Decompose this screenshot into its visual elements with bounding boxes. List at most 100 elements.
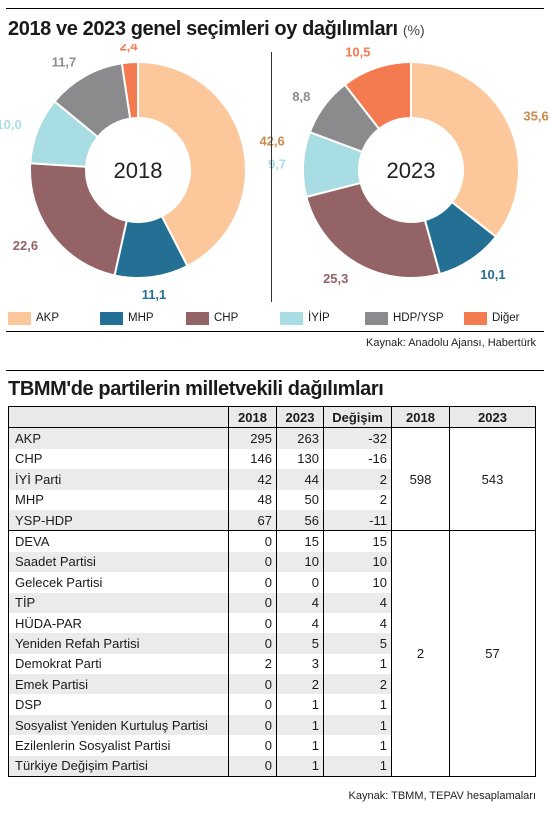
table-source: Kaynak: TBMM, TEPAV hesaplamaları bbox=[348, 790, 536, 802]
table-row: Saadet Partisi 0 10 10 bbox=[8, 551, 536, 573]
header-change: Değişim bbox=[323, 405, 392, 429]
legend-item-1: MHP bbox=[100, 310, 154, 326]
table-row: TİP 0 4 4 bbox=[8, 592, 536, 613]
table-row: İYİ Parti 42 44 2 bbox=[8, 469, 536, 490]
pie-slice-2018-0 bbox=[137, 60, 247, 268]
cell-change: 2 bbox=[323, 674, 392, 695]
cell-change: 1 bbox=[323, 735, 392, 756]
table-header-row: 2018 2023 Değişim 2018 2023 bbox=[8, 405, 536, 429]
legend-swatch bbox=[464, 311, 487, 325]
pie-source: Kaynak: Anadolu Ajansı, Habertürk bbox=[366, 337, 536, 349]
cell-y2018: 48 bbox=[228, 489, 277, 510]
cell-change: 2 bbox=[323, 489, 392, 510]
pie-section-unit: (%) bbox=[402, 22, 425, 38]
cell-y2018: 0 bbox=[228, 551, 277, 573]
cell-y2023: 130 bbox=[276, 448, 324, 470]
cell-party: Yeniden Refah Partisi bbox=[8, 633, 229, 654]
cell-y2018: 0 bbox=[228, 755, 277, 778]
cell-change: 1 bbox=[323, 653, 392, 675]
seat-table: 2018 2023 Değişim 2018 2023 AKP 295 263 -32… bbox=[8, 405, 536, 778]
cell-change: -32 bbox=[323, 427, 392, 449]
cell-change: 2 bbox=[323, 469, 392, 490]
cell-y2018: 0 bbox=[228, 572, 277, 593]
pie-slice-2023-0 bbox=[410, 60, 520, 239]
cell-y2018: 0 bbox=[228, 694, 277, 715]
group-total-y2023_total: 543 bbox=[449, 427, 536, 532]
table-row: DEVA 0 15 15 2 57 bbox=[8, 530, 536, 778]
cell-y2023: 4 bbox=[276, 612, 324, 634]
legend-item-5: Diğer bbox=[464, 310, 519, 326]
pie-center-label-1: 2023 bbox=[387, 158, 436, 183]
legend-swatch bbox=[8, 311, 31, 325]
cell-y2023: 3 bbox=[276, 653, 324, 675]
cell-party: YSP-HDP bbox=[8, 509, 229, 532]
pie-value-label-2023-5: 10,5 bbox=[345, 45, 370, 60]
table-row: Gelecek Partisi 0 0 10 bbox=[8, 572, 536, 593]
table-row: Ezilenlerin Sosyalist Partisi 0 1 1 bbox=[8, 735, 536, 756]
table-row: Emek Partisi 0 2 2 bbox=[8, 674, 536, 695]
table-row: Türkiye Değişim Partisi 0 1 1 bbox=[8, 755, 536, 778]
cell-change: -11 bbox=[323, 509, 392, 532]
table-top-rule bbox=[6, 370, 544, 371]
pie-value-label-2023-4: 8,8 bbox=[292, 89, 310, 104]
cell-change: 4 bbox=[323, 592, 392, 613]
table-row: HÜDA-PAR 0 4 4 bbox=[8, 612, 536, 634]
cell-y2023: 5 bbox=[276, 633, 324, 654]
cell-change: 1 bbox=[323, 694, 392, 715]
cell-party: Emek Partisi bbox=[8, 674, 229, 695]
cell-party: DEVA bbox=[8, 530, 229, 552]
cell-change: 15 bbox=[323, 530, 392, 552]
pie-value-label-2023-0: 35,6 bbox=[523, 108, 548, 123]
legend-swatch bbox=[186, 311, 209, 325]
header-group-2018: 2018 bbox=[391, 405, 450, 429]
legend-swatch bbox=[365, 311, 388, 325]
header-party bbox=[8, 405, 229, 429]
cell-party: AKP bbox=[8, 427, 229, 449]
legend-item-2: CHP bbox=[186, 310, 238, 326]
legend-label: MHP bbox=[128, 312, 154, 324]
pie-value-label-2018-5: 2,4 bbox=[120, 44, 139, 53]
pie-section-title: 2018 ve 2023 genel seçimleri oy dağılıml… bbox=[8, 18, 425, 40]
pie-value-label-2023-2: 25,3 bbox=[323, 271, 348, 286]
cell-change: 1 bbox=[323, 755, 392, 778]
legend-label: İYİP bbox=[308, 312, 330, 324]
cell-change: 10 bbox=[323, 551, 392, 573]
cell-y2023: 1 bbox=[276, 694, 324, 715]
cell-party: Sosyalist Yeniden Kurtuluş Partisi bbox=[8, 714, 229, 736]
header-2018: 2018 bbox=[228, 405, 277, 429]
legend-label: CHP bbox=[214, 312, 239, 324]
cell-y2023: 1 bbox=[276, 735, 324, 756]
legend-item-0: AKP bbox=[8, 310, 59, 326]
cell-y2023: 2 bbox=[276, 674, 324, 695]
cell-y2018: 0 bbox=[228, 714, 277, 736]
cell-y2018: 0 bbox=[228, 530, 277, 552]
pie-value-label-2018-4: 11,7 bbox=[52, 54, 77, 69]
header-group-2023: 2023 bbox=[449, 405, 536, 429]
table-row: AKP 295 263 -32 598 543 bbox=[8, 427, 536, 532]
pie-value-label-2018-3: 10,0 bbox=[0, 117, 22, 132]
pie-divider bbox=[271, 52, 272, 302]
cell-change: 5 bbox=[323, 633, 392, 654]
top-rule bbox=[6, 8, 544, 9]
cell-y2023: 10 bbox=[276, 551, 324, 573]
cell-party: İYİ Parti bbox=[8, 469, 229, 490]
legend-swatch bbox=[100, 311, 123, 325]
table-row: CHP 146 130 -16 bbox=[8, 448, 536, 470]
cell-party: Türkiye Değişim Partisi bbox=[8, 755, 229, 778]
legend-label: Diğer bbox=[492, 312, 520, 324]
table-row: Yeniden Refah Partisi 0 5 5 bbox=[8, 633, 536, 654]
pie-value-label-2018-2: 22,6 bbox=[13, 238, 38, 253]
table-row: Sosyalist Yeniden Kurtuluş Partisi 0 1 1 bbox=[8, 714, 536, 736]
pie-slice-2018-5 bbox=[120, 60, 139, 120]
header-2023: 2023 bbox=[276, 405, 324, 429]
pie-slice-2018-2 bbox=[29, 162, 128, 277]
cell-y2023: 1 bbox=[276, 714, 324, 736]
cell-y2018: 42 bbox=[228, 469, 277, 490]
cell-party: Gelecek Partisi bbox=[8, 572, 229, 593]
cell-y2018: 0 bbox=[228, 735, 277, 756]
cell-y2018: 146 bbox=[228, 448, 277, 470]
cell-y2023: 0 bbox=[276, 572, 324, 593]
cell-y2018: 2 bbox=[228, 653, 277, 675]
donut-charts: 42,6 11,1 22,6 10,0 11,7 2,4 2018 35,6 10,1 25,3 9… bbox=[0, 44, 549, 302]
pie-value-label-2018-1: 11,1 bbox=[142, 287, 167, 302]
